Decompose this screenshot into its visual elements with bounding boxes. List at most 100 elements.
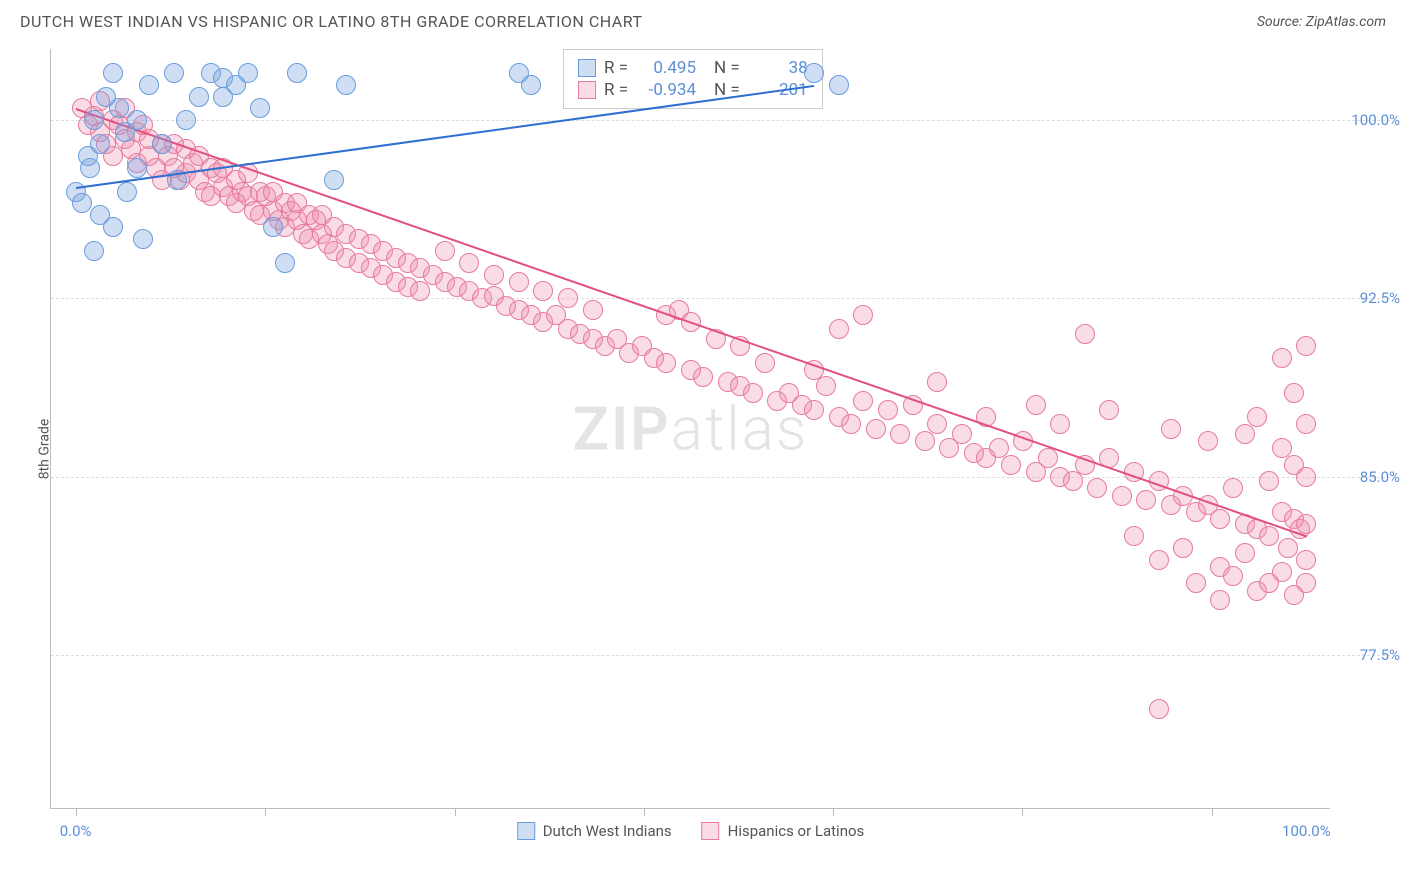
data-point <box>84 110 104 130</box>
data-point <box>1026 395 1046 415</box>
data-point <box>90 134 110 154</box>
data-point <box>915 431 935 451</box>
x-tick <box>1022 808 1023 816</box>
data-point <box>1296 550 1316 570</box>
data-point <box>1272 348 1292 368</box>
data-point <box>1075 324 1095 344</box>
data-point <box>521 75 541 95</box>
data-point <box>1161 419 1181 439</box>
stats-row: R =0.495N =38 <box>578 58 808 78</box>
data-point <box>1198 431 1218 451</box>
data-point <box>1284 383 1304 403</box>
data-point <box>1296 514 1316 534</box>
data-point <box>841 414 861 434</box>
data-point <box>890 424 910 444</box>
data-point <box>72 193 92 213</box>
data-point <box>287 63 307 83</box>
data-point <box>1099 400 1119 420</box>
data-point <box>176 110 196 130</box>
data-point <box>80 158 100 178</box>
data-point <box>127 110 147 130</box>
data-point <box>866 419 886 439</box>
x-tick-label: 0.0% <box>60 822 92 840</box>
data-point <box>1050 414 1070 434</box>
data-point <box>250 98 270 118</box>
data-point <box>878 400 898 420</box>
data-point <box>804 400 824 420</box>
data-point <box>1087 478 1107 498</box>
data-point <box>1296 414 1316 434</box>
legend-label: Hispanics or Latinos <box>728 822 865 840</box>
data-point <box>1063 471 1083 491</box>
data-point <box>927 414 947 434</box>
data-point <box>804 63 824 83</box>
y-tick-label: 85.0% <box>1360 468 1400 486</box>
data-point <box>139 75 159 95</box>
data-point <box>1210 509 1230 529</box>
data-point <box>1272 562 1292 582</box>
data-point <box>1296 467 1316 487</box>
data-point <box>1149 550 1169 570</box>
chart-container: 8th Grade ZIPatlas R =0.495N =38R =-0.93… <box>0 39 1406 859</box>
x-tick-label: 100.0% <box>1282 822 1331 840</box>
legend-swatch <box>578 81 596 99</box>
data-point <box>927 372 947 392</box>
data-point <box>1278 538 1298 558</box>
data-point <box>1247 407 1267 427</box>
legend-swatch <box>517 822 535 840</box>
data-point <box>263 217 283 237</box>
data-point <box>693 367 713 387</box>
data-point <box>509 272 529 292</box>
data-point <box>583 300 603 320</box>
data-point <box>1149 699 1169 719</box>
source-attribution: Source: ZipAtlas.com <box>1257 14 1386 30</box>
data-point <box>1124 526 1144 546</box>
legend-label: Dutch West Indians <box>543 822 672 840</box>
data-point <box>558 288 578 308</box>
trend-line <box>75 85 814 189</box>
legend-swatch <box>578 59 596 77</box>
data-point <box>533 281 553 301</box>
data-point <box>1112 486 1132 506</box>
data-point <box>755 353 775 373</box>
legend-swatch <box>702 822 720 840</box>
gridline-h <box>51 477 1390 478</box>
data-point <box>127 158 147 178</box>
data-point <box>1173 538 1193 558</box>
data-point <box>1235 543 1255 563</box>
x-tick <box>76 808 77 816</box>
data-point <box>656 353 676 373</box>
gridline-h <box>51 298 1390 299</box>
chart-legend: Dutch West Indians Hispanics or Latinos <box>517 822 865 840</box>
data-point <box>952 424 972 444</box>
trend-line <box>75 108 1306 537</box>
data-point <box>103 217 123 237</box>
data-point <box>1223 566 1243 586</box>
legend-item: Dutch West Indians <box>517 822 672 840</box>
data-point <box>743 383 763 403</box>
scatter-plot: ZIPatlas R =0.495N =38R =-0.934N =201 Du… <box>50 49 1330 809</box>
data-point <box>829 75 849 95</box>
data-point <box>459 253 479 273</box>
x-tick <box>1212 808 1213 816</box>
data-point <box>164 63 184 83</box>
x-tick <box>265 808 266 816</box>
data-point <box>816 376 836 396</box>
data-point <box>1235 424 1255 444</box>
legend-item: Hispanics or Latinos <box>702 822 865 840</box>
data-point <box>1259 526 1279 546</box>
data-point <box>152 134 172 154</box>
data-point <box>1038 448 1058 468</box>
data-point <box>275 253 295 273</box>
gridline-h <box>51 120 1390 121</box>
data-point <box>84 241 104 261</box>
x-tick <box>833 808 834 816</box>
data-point <box>1136 490 1156 510</box>
data-point <box>103 63 123 83</box>
data-point <box>1210 590 1230 610</box>
data-point <box>189 87 209 107</box>
data-point <box>829 319 849 339</box>
data-point <box>1186 573 1206 593</box>
data-point <box>484 265 504 285</box>
data-point <box>853 305 873 325</box>
